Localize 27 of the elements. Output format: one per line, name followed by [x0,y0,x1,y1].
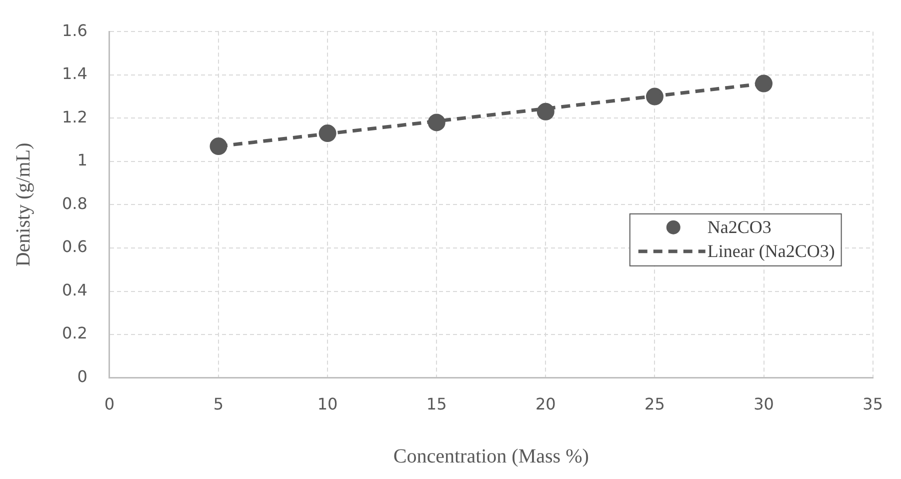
point [428,114,446,132]
point [318,124,336,142]
point [210,138,228,156]
y-tick-label: 0.8 [62,194,88,213]
y-tick-label: 0 [77,366,88,386]
x-tick-label: 20 [535,394,556,414]
y-tick-label: 0.2 [62,324,88,343]
x-tick-label: 0 [104,394,115,414]
point [755,74,773,92]
x-tick-label: 15 [426,394,447,414]
y-tick-label: 0.6 [62,237,88,256]
x-tick-label: 5 [213,394,224,414]
x-tick-label: 35 [862,394,883,414]
y-tick-label: 1.2 [62,107,88,126]
y-axis-title: Denisty (g/mL) [12,142,34,267]
y-tick-label: 1.4 [62,64,88,84]
point [536,102,554,120]
x-tick-label: 30 [754,394,774,414]
y-tick-label: 1.6 [62,20,88,40]
y-tick-label: 1 [77,150,88,170]
x-tick-label: 25 [644,394,665,414]
point [646,88,664,106]
legend-label: Na2CO3 [707,217,772,238]
y-tick-label: 0.4 [62,280,88,300]
x-axis-title: Concentration (Mass %) [393,445,589,468]
legend-label: Linear (Na2CO3) [707,241,835,262]
x-tick-label: 10 [317,394,338,414]
